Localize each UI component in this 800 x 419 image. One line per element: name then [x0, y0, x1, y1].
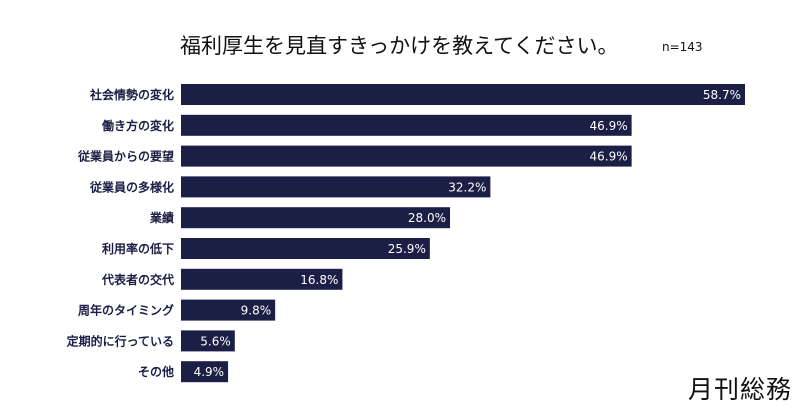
- category-label: 業績: [149, 210, 174, 225]
- category-label: 従業員からの要望: [77, 149, 174, 164]
- bar: [181, 268, 343, 290]
- bar: [181, 84, 745, 105]
- category-label: 働き方の変化: [101, 118, 174, 133]
- bar: [181, 207, 451, 229]
- category-label: 周年のタイミング: [78, 303, 174, 318]
- bar: [181, 330, 235, 352]
- value-label: 32.2%: [448, 180, 486, 194]
- bar: [181, 114, 632, 136]
- value-label: 16.8%: [300, 273, 338, 287]
- category-label: 代表者の交代: [101, 272, 174, 287]
- chart-title: 福利厚生を見直すきっかけを教えてください。: [180, 34, 619, 58]
- sample-size: n=143: [662, 40, 703, 54]
- bar: [181, 176, 491, 198]
- value-label: 4.9%: [194, 365, 225, 379]
- category-label: 従業員の多様化: [89, 179, 174, 194]
- bar: [181, 361, 229, 383]
- category-label: その他: [138, 364, 174, 379]
- category-label: 利用率の低下: [102, 241, 174, 256]
- bar: [181, 238, 430, 259]
- bar: [181, 299, 276, 321]
- category-label: 定期的に行っている: [67, 333, 174, 348]
- value-label: 5.6%: [200, 334, 231, 348]
- category-label: 社会情勢の変化: [89, 87, 174, 102]
- logo: 月刊総務: [688, 375, 793, 404]
- bar: [181, 145, 632, 167]
- value-label: 25.9%: [388, 242, 426, 256]
- value-label: 9.8%: [241, 304, 272, 318]
- value-label: 46.9%: [589, 119, 627, 133]
- value-label: 58.7%: [703, 88, 741, 102]
- value-label: 28.0%: [408, 211, 446, 225]
- value-label: 46.9%: [589, 150, 627, 164]
